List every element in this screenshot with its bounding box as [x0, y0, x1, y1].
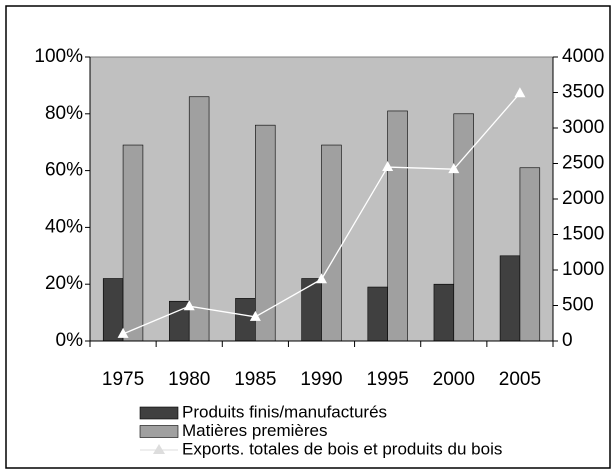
bar: [519, 167, 541, 342]
line-marker: [448, 163, 460, 174]
line-marker: [316, 273, 327, 284]
legend-label: Matières premières: [182, 421, 328, 440]
line-marker: [249, 310, 261, 321]
x-tick-label: 2005: [499, 369, 541, 390]
legend-swatch: [139, 425, 179, 438]
bar: [367, 286, 388, 342]
bar: [255, 124, 276, 342]
bar: [188, 96, 210, 342]
line-marker: [117, 327, 129, 338]
y2-tick-label: 3500: [562, 82, 604, 103]
bar: [102, 278, 124, 342]
x-tick-label: 1990: [300, 369, 342, 390]
x-tick-label: 1975: [102, 369, 144, 390]
legend-label: Exports. totales de bois et produits du …: [182, 439, 502, 458]
y2-tick-label: 2500: [562, 153, 604, 174]
y2-tick-label: 4000: [562, 46, 604, 67]
bar: [499, 255, 521, 342]
bar: [453, 113, 474, 342]
line-marker: [183, 300, 195, 311]
y2-tick-label: 1000: [562, 259, 604, 280]
y2-tick-label: 500: [562, 295, 594, 316]
y-tick-label: 0%: [56, 330, 84, 351]
bar: [301, 278, 322, 342]
y-tick-label: 40%: [45, 216, 83, 237]
bar: [433, 283, 455, 342]
x-tick-label: 1985: [234, 369, 276, 390]
x-tick-label: 1995: [367, 369, 409, 390]
legend-label: Produits finis/manufacturés: [182, 402, 387, 421]
y-tick-label: 100%: [34, 46, 83, 67]
bar: [122, 144, 144, 342]
y2-tick-label: 1500: [562, 224, 604, 245]
y-tick-label: 60%: [45, 160, 83, 181]
y2-tick-label: 0: [562, 330, 573, 351]
legend-swatch: [139, 406, 179, 420]
bar: [321, 144, 342, 342]
y-tick-label: 80%: [45, 103, 83, 124]
legend-swatch: [153, 444, 165, 454]
y2-tick-label: 2000: [562, 188, 604, 209]
x-tick-label: 2000: [433, 369, 475, 390]
line-marker: [514, 87, 526, 98]
x-tick-label: 1980: [168, 369, 210, 390]
line-marker: [382, 161, 394, 172]
y2-tick-label: 3000: [562, 117, 604, 138]
y-tick-label: 20%: [45, 273, 83, 294]
bar: [387, 110, 408, 342]
